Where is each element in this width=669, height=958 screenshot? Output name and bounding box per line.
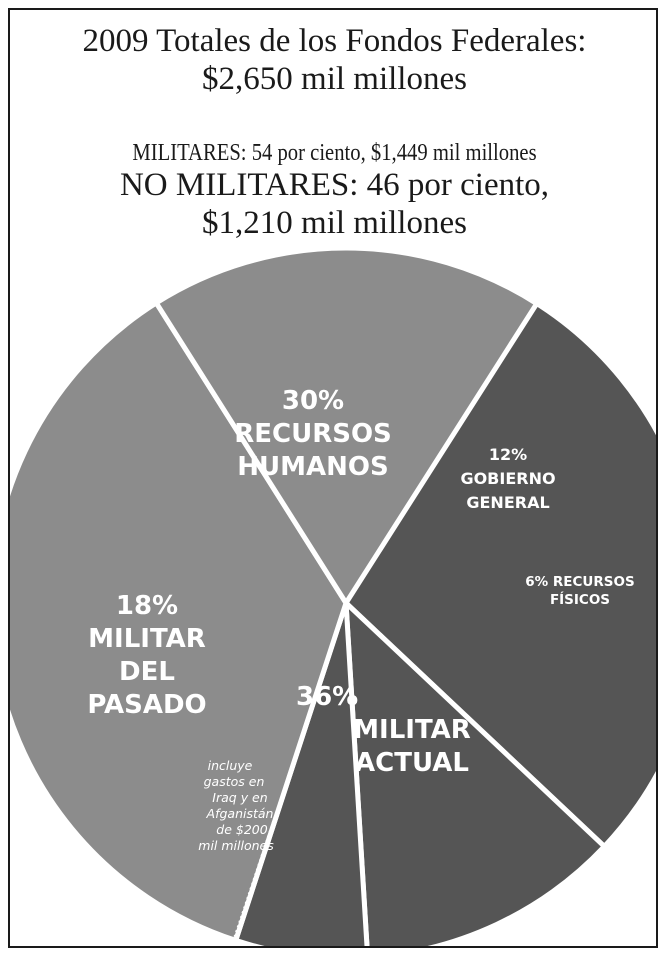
pie-slice-5	[153, 245, 540, 606]
pie-slice-4	[10, 300, 349, 943]
chart-title-line2: $2,650 mil millones	[202, 61, 467, 97]
military-summary: MILITARES: 54 por ciento, $1,449 mil mil…	[132, 140, 537, 166]
nonmilitary-summary-line1: NO MILITARES: 46 por ciento,	[119, 167, 550, 203]
pie-slice-3	[233, 600, 370, 946]
slice-label-3: 6% RECURSOS FÍSICOS	[525, 574, 634, 608]
slice-label-4: 36% MILITAR ACTUAL	[296, 682, 471, 778]
war-spending-annotation: incluye gastos en Iraq y en Afganistán de $2…	[198, 758, 274, 853]
slice-label-1: 30% RECURSOS HUMANOS	[234, 386, 392, 482]
slice-label-5: 18% MILITAR DEL PASADO	[87, 591, 206, 720]
nonmilitary-summary-line2: $1,210 mil millones	[202, 205, 467, 241]
pie-slice-2	[343, 600, 607, 946]
pie-slice-1	[343, 279, 656, 849]
war-spending-divider	[232, 602, 347, 940]
slice-label-2: 12% GOBIERNO GENERAL	[460, 445, 555, 512]
chart-title-line1: 2009 Totales de los Fondos Federales:	[82, 23, 587, 59]
